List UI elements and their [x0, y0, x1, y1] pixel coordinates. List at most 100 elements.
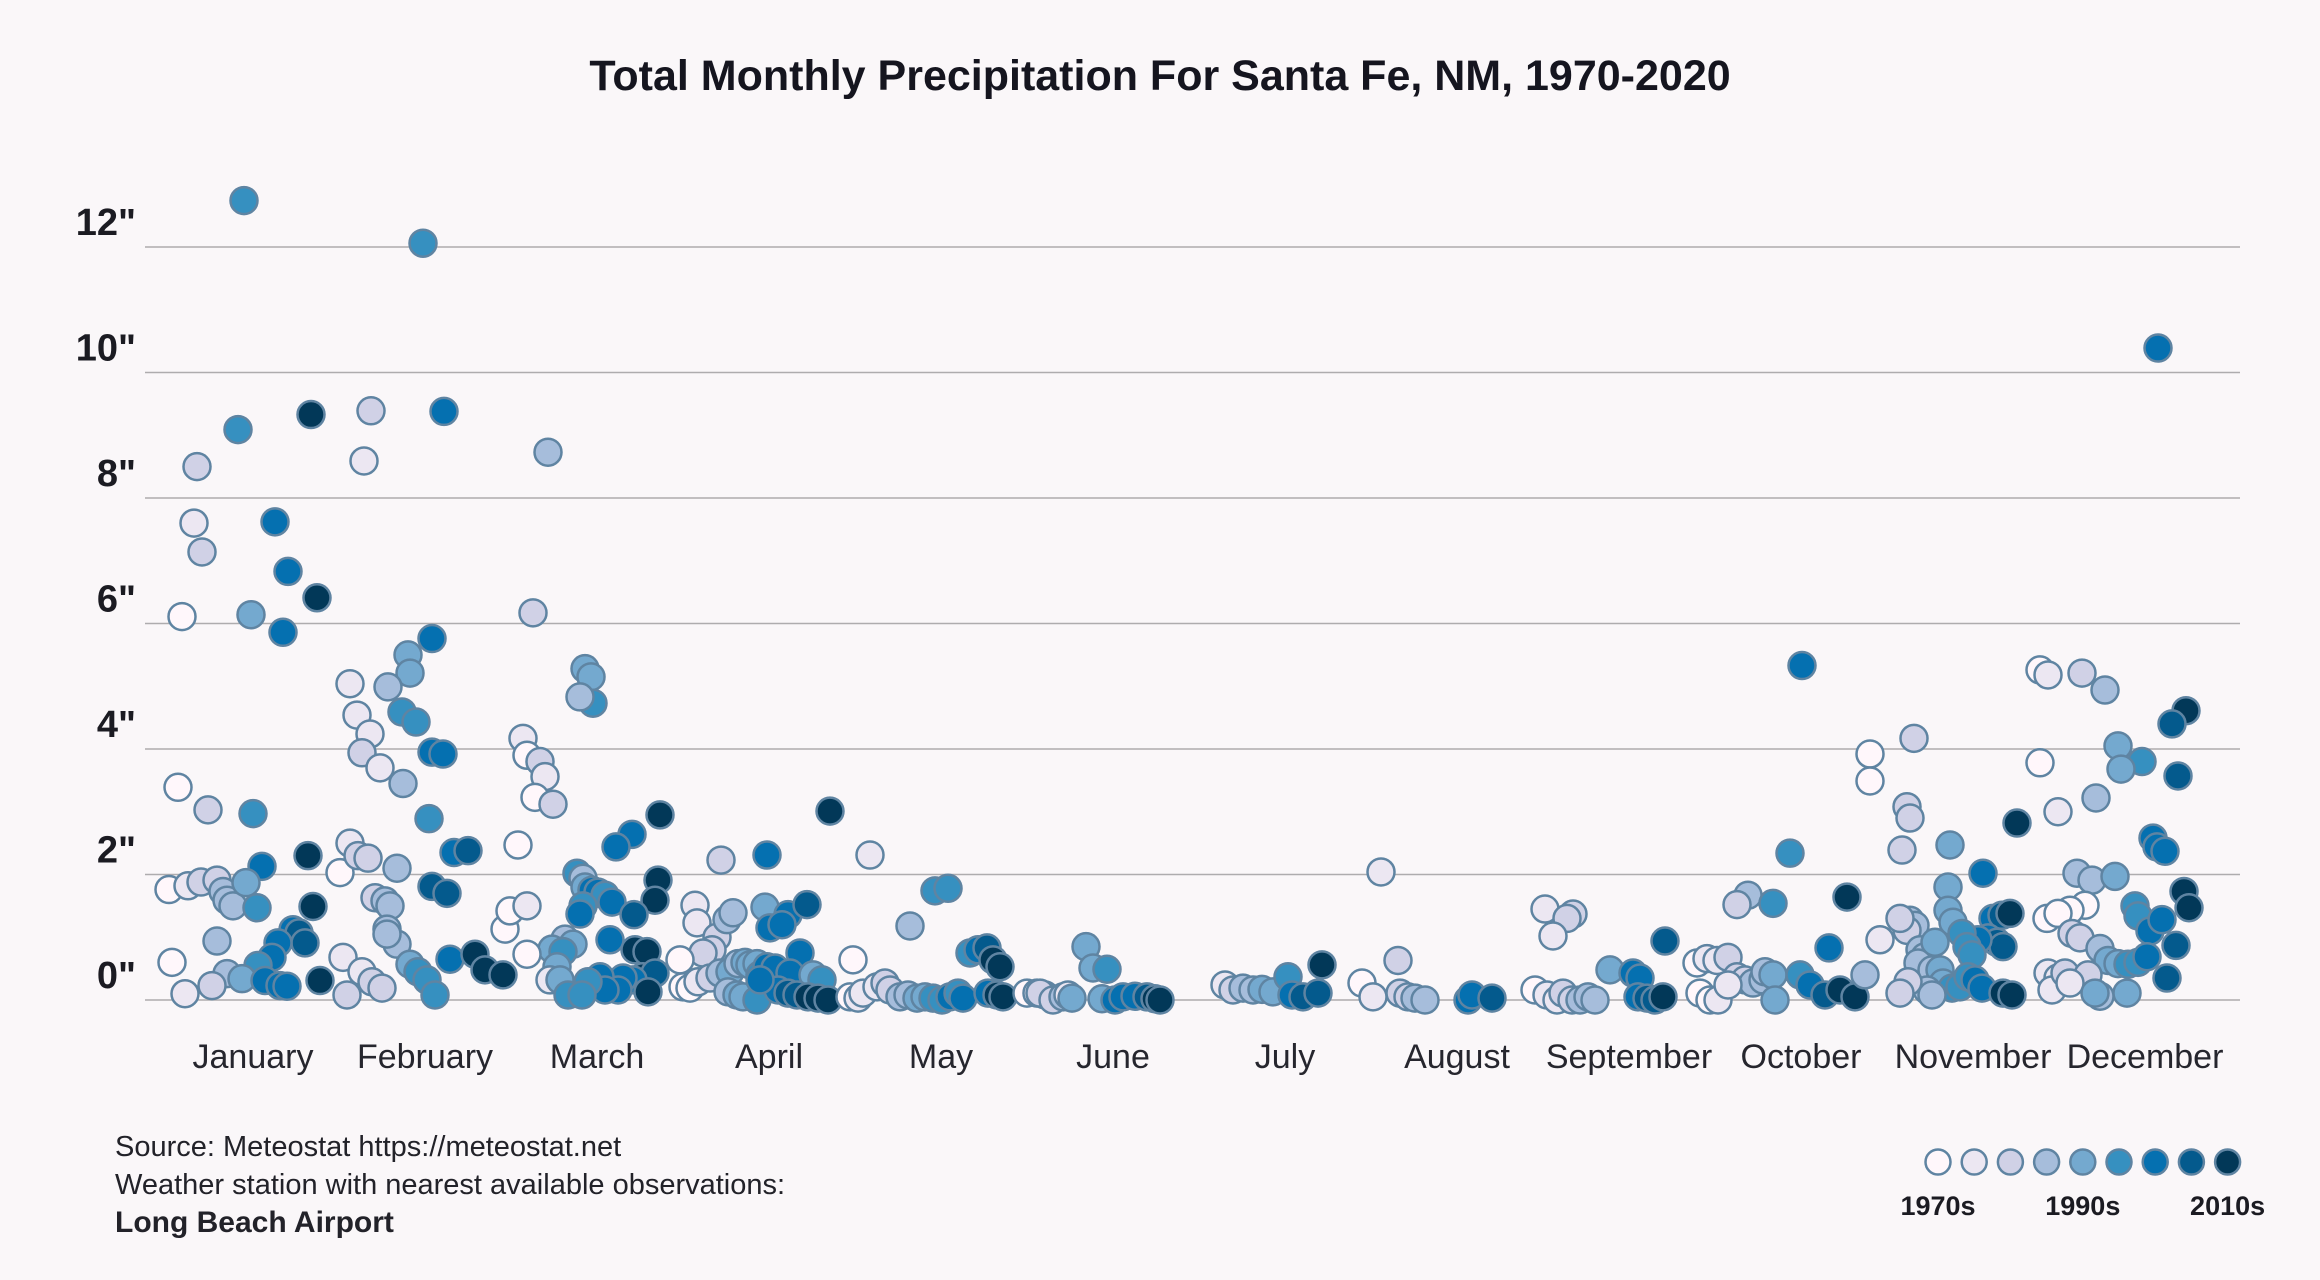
data-point: [298, 891, 328, 922]
data-point: [1648, 982, 1678, 1012]
data-point: [595, 925, 625, 955]
data-point: [2147, 904, 2177, 935]
data-point: [985, 951, 1015, 982]
data-point: [512, 939, 542, 969]
data-point: [2161, 930, 2191, 961]
data-point: [503, 830, 533, 860]
data-point: [752, 840, 782, 870]
data-point: [1760, 985, 1790, 1015]
data-point: [1885, 903, 1915, 934]
data-point: [2174, 893, 2204, 923]
y-tick-label-10in: 10": [76, 328, 136, 370]
x-tick-label-april: April: [735, 1038, 803, 1076]
data-point: [202, 926, 232, 956]
y-tick-label-0in: 0": [97, 955, 136, 997]
data-point: [367, 973, 397, 1003]
data-point: [933, 873, 963, 904]
data-point: [428, 739, 458, 769]
data-point: [1383, 945, 1413, 976]
data-point: [167, 601, 197, 632]
data-point: [453, 835, 483, 866]
legend-swatch-6: [2141, 1148, 2169, 1176]
data-point: [353, 843, 383, 873]
data-point: [1303, 978, 1333, 1008]
data-point: [305, 965, 335, 996]
x-tick-label-january: January: [193, 1038, 314, 1076]
data-point: [2163, 761, 2193, 791]
data-point: [1920, 927, 1950, 958]
data-point: [2090, 675, 2120, 705]
data-point: [2055, 968, 2085, 998]
data-point: [1366, 857, 1396, 887]
legend-label-1970s: 1970s: [1900, 1191, 1975, 1221]
data-point: [1580, 985, 1610, 1015]
data-point: [1814, 933, 1844, 963]
data-point: [948, 983, 978, 1013]
data-point: [1410, 985, 1440, 1015]
data-point: [518, 598, 548, 628]
data-point: [633, 977, 663, 1007]
data-point: [1787, 650, 1817, 681]
data-point: [1850, 960, 1880, 990]
data-point: [682, 908, 712, 938]
data-point: [665, 945, 695, 975]
data-point: [2033, 660, 2063, 690]
data-point: [272, 971, 302, 1001]
data-point: [2043, 797, 2073, 827]
data-point: [163, 772, 193, 803]
data-point: [1758, 888, 1788, 919]
data-point: [792, 889, 822, 920]
x-tick-label-july: July: [1255, 1038, 1315, 1076]
data-point: [1855, 766, 1885, 796]
data-point: [435, 944, 465, 974]
data-point: [2152, 963, 2182, 993]
data-point: [273, 556, 303, 587]
data-point: [815, 796, 845, 826]
data-point: [332, 980, 362, 1010]
x-tick-label-november: November: [1895, 1038, 2052, 1076]
data-point: [1358, 982, 1388, 1012]
legend-swatch-8: [2213, 1148, 2242, 1176]
data-point: [420, 980, 450, 1010]
data-point: [157, 947, 187, 978]
data-point: [1988, 931, 2018, 962]
data-point: [197, 970, 227, 1001]
data-point: [179, 508, 209, 538]
data-point: [417, 623, 447, 654]
data-point: [372, 919, 402, 949]
x-tick-label-june: June: [1076, 1038, 1150, 1076]
data-point: [296, 399, 326, 430]
x-tick-label-december: December: [2067, 1038, 2224, 1076]
x-tick-label-march: March: [550, 1038, 644, 1076]
data-point: [1997, 980, 2027, 1010]
data-point: [565, 682, 595, 712]
data-point: [395, 658, 425, 688]
data-point: [2143, 333, 2173, 363]
data-point: [1538, 921, 1568, 951]
data-point: [1887, 835, 1917, 865]
data-point: [488, 960, 518, 990]
source-caption: Source: Meteostat https://meteostat.net …: [115, 1128, 785, 1242]
data-point: [373, 672, 403, 702]
x-tick-label-october: October: [1741, 1038, 1862, 1076]
data-point: [1899, 723, 1929, 754]
data-point: [601, 832, 631, 862]
data-point: [349, 446, 379, 476]
data-point: [193, 795, 223, 825]
data-point: [2132, 941, 2162, 972]
y-tick-label-12in: 12": [76, 202, 136, 244]
data-point: [238, 798, 268, 829]
data-point: [645, 800, 675, 830]
data-point: [1995, 898, 2025, 929]
data-point: [619, 899, 649, 930]
data-point: [2150, 836, 2180, 867]
data-point: [2100, 861, 2130, 892]
data-point: [1895, 803, 1925, 833]
legend-swatch-3: [2032, 1148, 2061, 1176]
data-point: [640, 885, 670, 915]
data-point: [2080, 978, 2110, 1008]
station-note-line: Weather station with nearest available o…: [115, 1169, 786, 1201]
data-point: [1885, 978, 1915, 1008]
y-tick-label-2in: 2": [97, 830, 136, 872]
data-point: [388, 768, 418, 799]
